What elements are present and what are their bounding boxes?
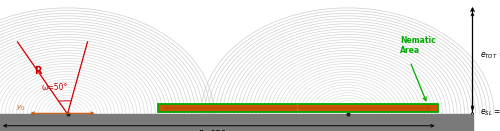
Text: $e_{SL}$ =20nm: $e_{SL}$ =20nm [480,105,500,118]
Text: ω=50°: ω=50° [42,83,68,92]
Text: Nematic
Area: Nematic Area [400,36,436,55]
Text: P=630nm: P=630nm [198,130,239,131]
Bar [158,105,438,112]
Text: $e_{TOT}$ =220nm: $e_{TOT}$ =220nm [480,49,500,61]
Text: L: L [295,104,300,113]
Text: $y_0$: $y_0$ [16,103,25,113]
Bar [0,114,472,131]
Text: R: R [34,66,42,76]
